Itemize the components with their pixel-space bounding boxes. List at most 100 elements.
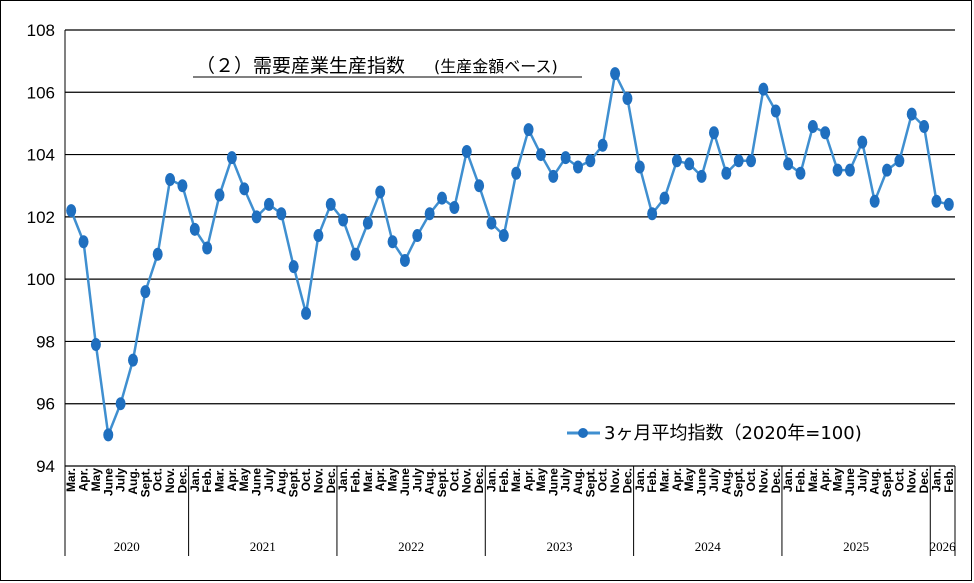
data-point [251,210,262,224]
data-point [140,285,151,299]
x-tick-label: Jan. [188,468,202,492]
data-point [548,169,559,183]
x-tick-label: July [559,468,573,492]
x-tick-label: May [682,468,696,492]
data-point [288,260,299,274]
data-point [746,154,757,168]
data-point [535,148,546,162]
x-tick-label: Feb. [942,468,956,493]
x-tick-label: Sept. [287,468,301,497]
data-point [931,194,942,208]
x-tick-label: Feb. [645,468,659,493]
data-point [226,151,237,165]
data-point [78,235,89,249]
x-tick-label: June [101,468,115,496]
data-point [634,160,645,174]
x-tick-label: Mar. [64,468,78,492]
y-tick-label: 100 [27,270,55,289]
data-point [127,353,138,367]
data-point [758,82,769,96]
data-point [498,229,509,243]
data-point [325,197,336,211]
data-point [511,166,522,180]
data-point [375,185,386,199]
y-tick-label: 102 [27,208,55,227]
x-tick-label: Apr. [373,468,387,491]
x-tick-label: Sept. [138,468,152,497]
data-point [103,428,114,442]
data-point [424,207,435,221]
y-axis: 94 96 98 100 102 104 106 108 [27,21,66,476]
data-point [906,107,917,121]
data-point [214,188,225,202]
data-point [832,163,843,177]
x-tick-label: Feb. [200,468,214,493]
data-point [313,229,324,243]
data-point [399,253,410,267]
data-point [585,154,596,168]
chart-title: （２）需要産業生産指数 (生産金額ベース) [193,55,582,78]
year-label: 2023 [546,539,572,554]
x-tick-label: Jan. [781,468,795,492]
x-tick-label: Mar. [806,468,820,492]
x-tick-label: Oct. [744,468,758,491]
x-axis: Mar.Apr.MayJuneJulyAug.Sept.Oct.Nov.Dec.… [64,466,956,556]
legend-marker [578,428,588,438]
x-tick-label: June [546,468,560,496]
x-tick-label: Jan. [929,468,943,492]
data-point [560,151,571,165]
data-points [66,67,954,442]
data-point [733,154,744,168]
x-tick-label: Feb. [348,468,362,493]
series-line [70,72,950,437]
data-point [869,194,880,208]
y-tick-label: 104 [27,146,55,165]
x-tick-label: Feb. [793,468,807,493]
x-tick-label: May [534,468,548,492]
x-tick-label: Mar. [509,468,523,492]
data-point [189,222,200,236]
y-tick-label: 98 [36,332,55,351]
year-label: 2021 [250,539,276,554]
data-point [202,241,213,255]
x-tick-label: May [386,468,400,492]
x-tick-label: Nov. [460,468,474,493]
data-point [338,213,349,227]
x-tick-label: Oct. [892,468,906,491]
data-point [523,123,534,137]
x-tick-label: May [237,468,251,492]
data-point [659,191,670,205]
year-label: 2020 [114,539,140,554]
x-tick-label: June [398,468,412,496]
x-tick-label: Nov. [311,468,325,493]
x-tick-label: Dec. [917,468,931,493]
x-tick-label: Nov. [756,468,770,493]
data-point [474,179,485,193]
data-point [610,67,621,81]
data-point [894,154,905,168]
data-point [622,92,633,106]
x-tick-label: Oct. [151,468,165,491]
x-tick-label: Nov. [608,468,622,493]
x-tick-label: Jan. [336,468,350,492]
x-tick-label: June [695,468,709,496]
x-tick-label: Dec. [769,468,783,493]
data-point [90,338,101,352]
x-tick-label: Aug. [719,468,733,495]
chart-title-sub: (生産金額ベース) [434,57,558,76]
x-tick-label: Oct. [299,468,313,491]
x-tick-label: Aug. [868,468,882,495]
x-tick-label: Dec. [175,468,189,493]
data-point [412,229,423,243]
x-tick-label: Jan. [484,468,498,492]
x-tick-label: Sept. [880,468,894,497]
data-point [943,197,954,211]
x-tick-label: May [89,468,103,492]
data-point [115,397,126,411]
data-point [597,138,608,152]
data-point [820,126,831,140]
data-point [461,144,472,158]
x-tick-label: June [250,468,264,496]
data-point [807,120,818,134]
